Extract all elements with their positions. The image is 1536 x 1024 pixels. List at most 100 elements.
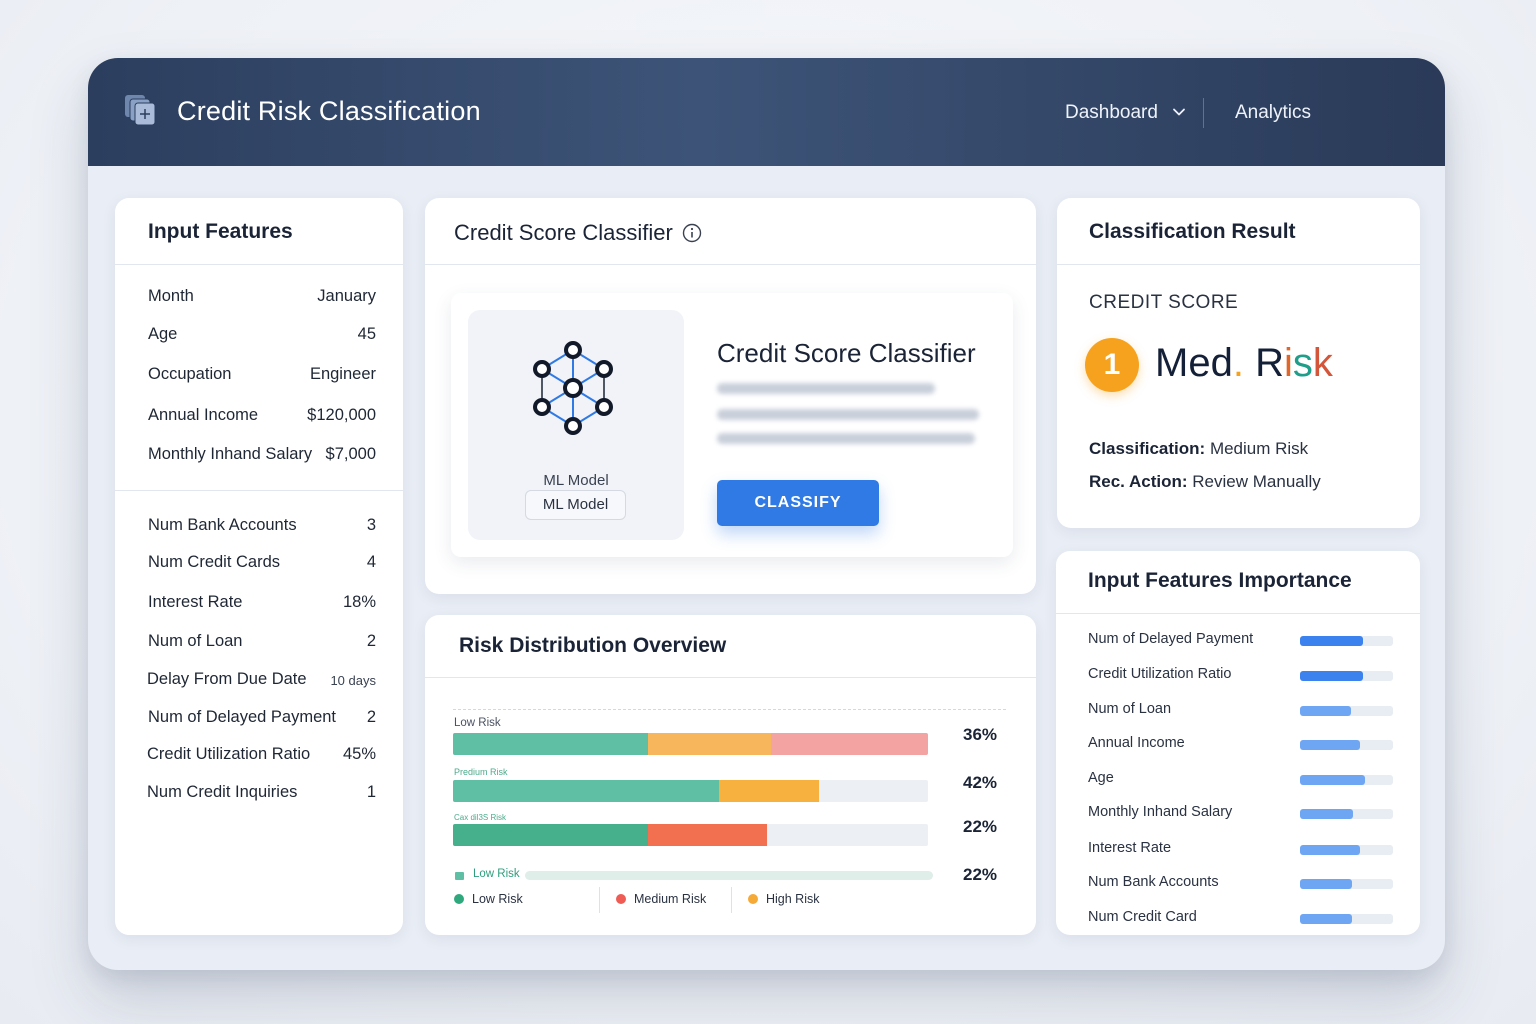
- feature-row: Month January: [148, 287, 376, 306]
- app-window: Credit Risk Classification Dashboard Ana…: [88, 58, 1445, 970]
- bar-label: Predium Risk: [454, 767, 508, 777]
- risk-bar: [453, 780, 928, 802]
- risk-distribution-header: Risk Distribution Overview: [425, 615, 1036, 678]
- app-title: Credit Risk Classification: [177, 96, 481, 126]
- nav-dashboard[interactable]: Dashboard: [1065, 102, 1158, 123]
- feature-row: Num of Delayed Payment 2: [148, 708, 376, 727]
- feature-row: Num of Loan 2: [148, 632, 376, 651]
- importance-label: Num Credit Card: [1088, 909, 1197, 925]
- feature-label: Month: [148, 287, 194, 305]
- bar-segment: [647, 733, 772, 755]
- feature-label: Num Credit Cards: [148, 553, 281, 571]
- feature-row: Interest Rate 18%: [148, 593, 376, 612]
- risk-bar: [453, 824, 928, 846]
- chevron-down-icon[interactable]: [1171, 104, 1187, 120]
- importance-bar-fill: [1300, 706, 1352, 716]
- feature-label: Occupation: [148, 365, 232, 383]
- blurred-text: [717, 409, 979, 420]
- importance-bar: [1300, 671, 1393, 681]
- bar-label: Low Risk: [473, 868, 520, 880]
- blurred-text: [717, 433, 975, 444]
- score-letter: i: [1283, 341, 1293, 385]
- importance-label: Monthly Inhand Salary: [1088, 804, 1233, 820]
- importance-bar-fill: [1300, 740, 1361, 750]
- bar-segment: [453, 824, 648, 846]
- score-badge: 1: [1085, 338, 1139, 392]
- classifier-card: Credit Score Classifier: [425, 198, 1036, 594]
- importance-label: Num Bank Accounts: [1088, 874, 1219, 890]
- nav-analytics[interactable]: Analytics: [1235, 102, 1312, 123]
- feature-label: Num of Loan: [148, 632, 243, 650]
- feature-value: 45%: [342, 745, 376, 763]
- feature-value: 2: [366, 708, 376, 726]
- feature-value: 3: [366, 516, 376, 534]
- importance-label: Age: [1088, 770, 1114, 786]
- feature-label: Annual Income: [148, 406, 259, 424]
- legend-label: Medium Risk: [634, 892, 707, 906]
- feature-label: Num of Delayed Payment: [148, 708, 337, 726]
- bar-percent: 22%: [963, 817, 998, 836]
- importance-bar-fill: [1300, 879, 1353, 889]
- bar-segment: [453, 780, 719, 802]
- info-icon[interactable]: [682, 223, 702, 243]
- legend-label: Low Risk: [472, 892, 523, 906]
- bar-percent: 36%: [963, 725, 998, 744]
- legend-dot: [454, 894, 464, 904]
- score-letter: R: [1255, 341, 1284, 385]
- legend-dot: [616, 894, 626, 904]
- legend-item-medium: Medium Risk: [616, 892, 706, 906]
- importance-bar-fill: [1300, 775, 1366, 785]
- classifier-header: Credit Score Classifier: [425, 198, 1036, 265]
- importance-bar: [1300, 775, 1393, 785]
- bar-percent: 22%: [963, 865, 998, 884]
- score-text: Med: [1155, 341, 1233, 385]
- importance-bar-fill: [1300, 809, 1353, 819]
- importance-bar: [1300, 879, 1393, 889]
- classification-result-title: Classification Result: [1089, 220, 1296, 243]
- legend-swatch: [455, 872, 464, 880]
- feature-row: Num Bank Accounts 3: [148, 516, 376, 535]
- importance-bar: [1300, 636, 1393, 646]
- model-tag: ML Model: [525, 490, 626, 520]
- legend-item-high: High Risk: [748, 892, 820, 906]
- classify-button[interactable]: CLASSIFY: [717, 480, 879, 526]
- bar-percent: 42%: [963, 773, 998, 792]
- score-dot: .: [1232, 341, 1244, 385]
- input-features-title: Input Features: [148, 220, 293, 243]
- feature-row: Num Credit Inquiries 1: [147, 783, 376, 802]
- action-value: Review Manually: [1192, 472, 1321, 491]
- importance-label: Num of Loan: [1088, 701, 1172, 717]
- feature-value: 4: [366, 553, 376, 571]
- importance-label: Num of Delayed Payment: [1088, 631, 1254, 647]
- classifier-heading: Credit Score Classifier: [717, 338, 976, 368]
- bar-label: Cax dil3S Risk: [454, 813, 507, 822]
- top-bar: Credit Risk Classification Dashboard Ana…: [88, 58, 1445, 166]
- importance-label: Interest Rate: [1088, 840, 1172, 856]
- feature-row: Credit Utilization Ratio 45%: [147, 745, 376, 764]
- feature-label: Num Credit Inquiries: [147, 783, 298, 801]
- divider: [115, 490, 403, 491]
- feature-label: Num Bank Accounts: [148, 516, 297, 534]
- feature-label: Monthly Inhand Salary: [148, 445, 313, 463]
- bar-label: Low Risk: [454, 717, 501, 729]
- feature-row: Monthly Inhand Salary $7,000: [148, 445, 376, 464]
- legend-divider: [731, 887, 732, 913]
- importance-bar: [1300, 740, 1393, 750]
- risk-distribution-title: Risk Distribution Overview: [459, 634, 727, 657]
- importance-bar-fill: [1300, 914, 1353, 924]
- feature-row: Occupation Engineer: [148, 365, 376, 384]
- credit-score-value: Med. Risk: [1155, 341, 1333, 386]
- classifier-panel: ML Model ML Model Credit Score Classifie…: [451, 293, 1013, 557]
- feature-row: Num Credit Cards 4: [148, 553, 376, 572]
- legend-item-low: Low Risk: [454, 892, 523, 906]
- app-logo-icon: [125, 95, 156, 126]
- feature-value: January: [317, 287, 376, 305]
- feature-value: 1: [366, 783, 376, 801]
- feature-value: Engineer: [309, 365, 376, 383]
- risk-bar: [453, 733, 928, 755]
- importance-label: Credit Utilization Ratio: [1088, 666, 1232, 682]
- feature-value: $120,000: [307, 406, 376, 424]
- importance-label: Annual Income: [1088, 735, 1185, 751]
- legend-dot: [748, 894, 758, 904]
